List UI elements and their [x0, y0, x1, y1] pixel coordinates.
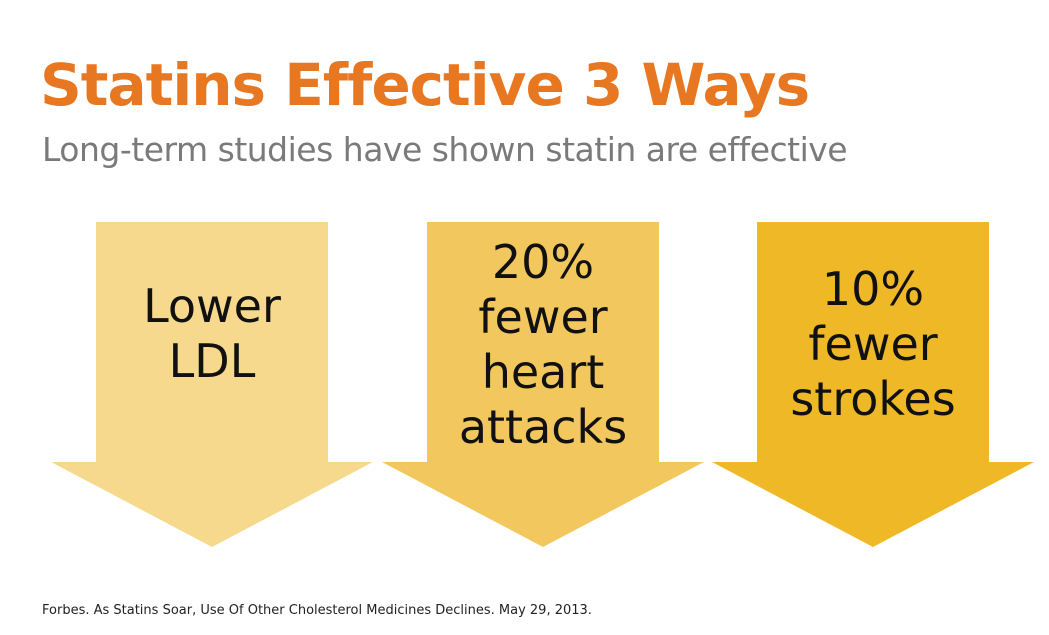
- arrow-fewer-strokes: 10% fewer strokes: [712, 222, 1034, 547]
- arrow-label: 20% fewer heart attacks: [458, 235, 628, 454]
- page-title: Statins Effective 3 Ways: [40, 51, 810, 119]
- down-arrow-shape: [382, 222, 704, 547]
- arrow-label: Lower LDL: [143, 279, 281, 388]
- arrow-label: 10% fewer strokes: [790, 262, 956, 426]
- arrow-fill: [382, 222, 704, 547]
- arrow-fill: [712, 222, 1034, 547]
- down-arrow-shape: [51, 222, 373, 547]
- page-subtitle: Long-term studies have shown statin are …: [42, 130, 848, 169]
- down-arrow-shape: [712, 222, 1034, 547]
- arrow-fewer-heart-attacks: 20% fewer heart attacks: [382, 222, 704, 547]
- arrow-lower-ldl: Lower LDL: [51, 222, 373, 547]
- source-footnote: Forbes. As Statins Soar, Use Of Other Ch…: [42, 603, 592, 618]
- arrow-fill: [51, 222, 373, 547]
